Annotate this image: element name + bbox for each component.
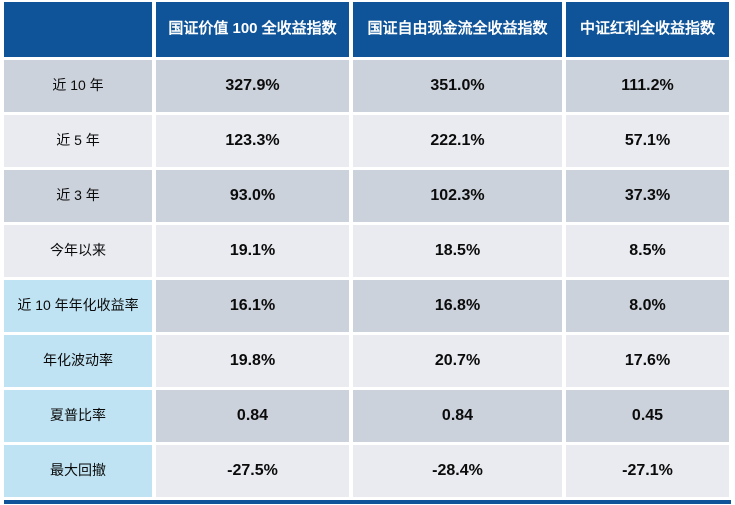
value-cell: -27.5%	[156, 445, 349, 497]
value-cell: 222.1%	[353, 115, 562, 167]
value-cell: 19.1%	[156, 225, 349, 277]
value-cell: 111.2%	[566, 60, 729, 112]
value-cell: 0.84	[156, 390, 349, 442]
row-label: 最大回撤	[4, 445, 152, 497]
value-cell: 351.0%	[353, 60, 562, 112]
value-cell: 19.8%	[156, 335, 349, 387]
row-label: 夏普比率	[4, 390, 152, 442]
column-header-value100: 国证价值 100 全收益指数	[156, 2, 349, 57]
value-cell: 8.0%	[566, 280, 729, 332]
row-label: 近 5 年	[4, 115, 152, 167]
column-header-dividend: 中证红利全收益指数	[566, 2, 729, 57]
comparison-table: 国证价值 100 全收益指数 国证自由现金流全收益指数 中证红利全收益指数 近 …	[4, 2, 731, 497]
value-cell: 93.0%	[156, 170, 349, 222]
value-cell: 37.3%	[566, 170, 729, 222]
row-label: 年化波动率	[4, 335, 152, 387]
value-cell: 16.1%	[156, 280, 349, 332]
value-cell: 123.3%	[156, 115, 349, 167]
value-cell: -28.4%	[353, 445, 562, 497]
value-cell: 17.6%	[566, 335, 729, 387]
value-cell: 327.9%	[156, 60, 349, 112]
row-label: 近 10 年	[4, 60, 152, 112]
value-cell: 8.5%	[566, 225, 729, 277]
row-label: 近 10 年年化收益率	[4, 280, 152, 332]
value-cell: 18.5%	[353, 225, 562, 277]
value-cell: 0.84	[353, 390, 562, 442]
value-cell: -27.1%	[566, 445, 729, 497]
row-label: 近 3 年	[4, 170, 152, 222]
value-cell: 57.1%	[566, 115, 729, 167]
value-cell: 0.45	[566, 390, 729, 442]
row-label: 今年以来	[4, 225, 152, 277]
table-bottom-border	[4, 500, 731, 504]
value-cell: 16.8%	[353, 280, 562, 332]
value-cell: 102.3%	[353, 170, 562, 222]
corner-cell	[4, 2, 152, 57]
column-header-freecashflow: 国证自由现金流全收益指数	[353, 2, 562, 57]
value-cell: 20.7%	[353, 335, 562, 387]
